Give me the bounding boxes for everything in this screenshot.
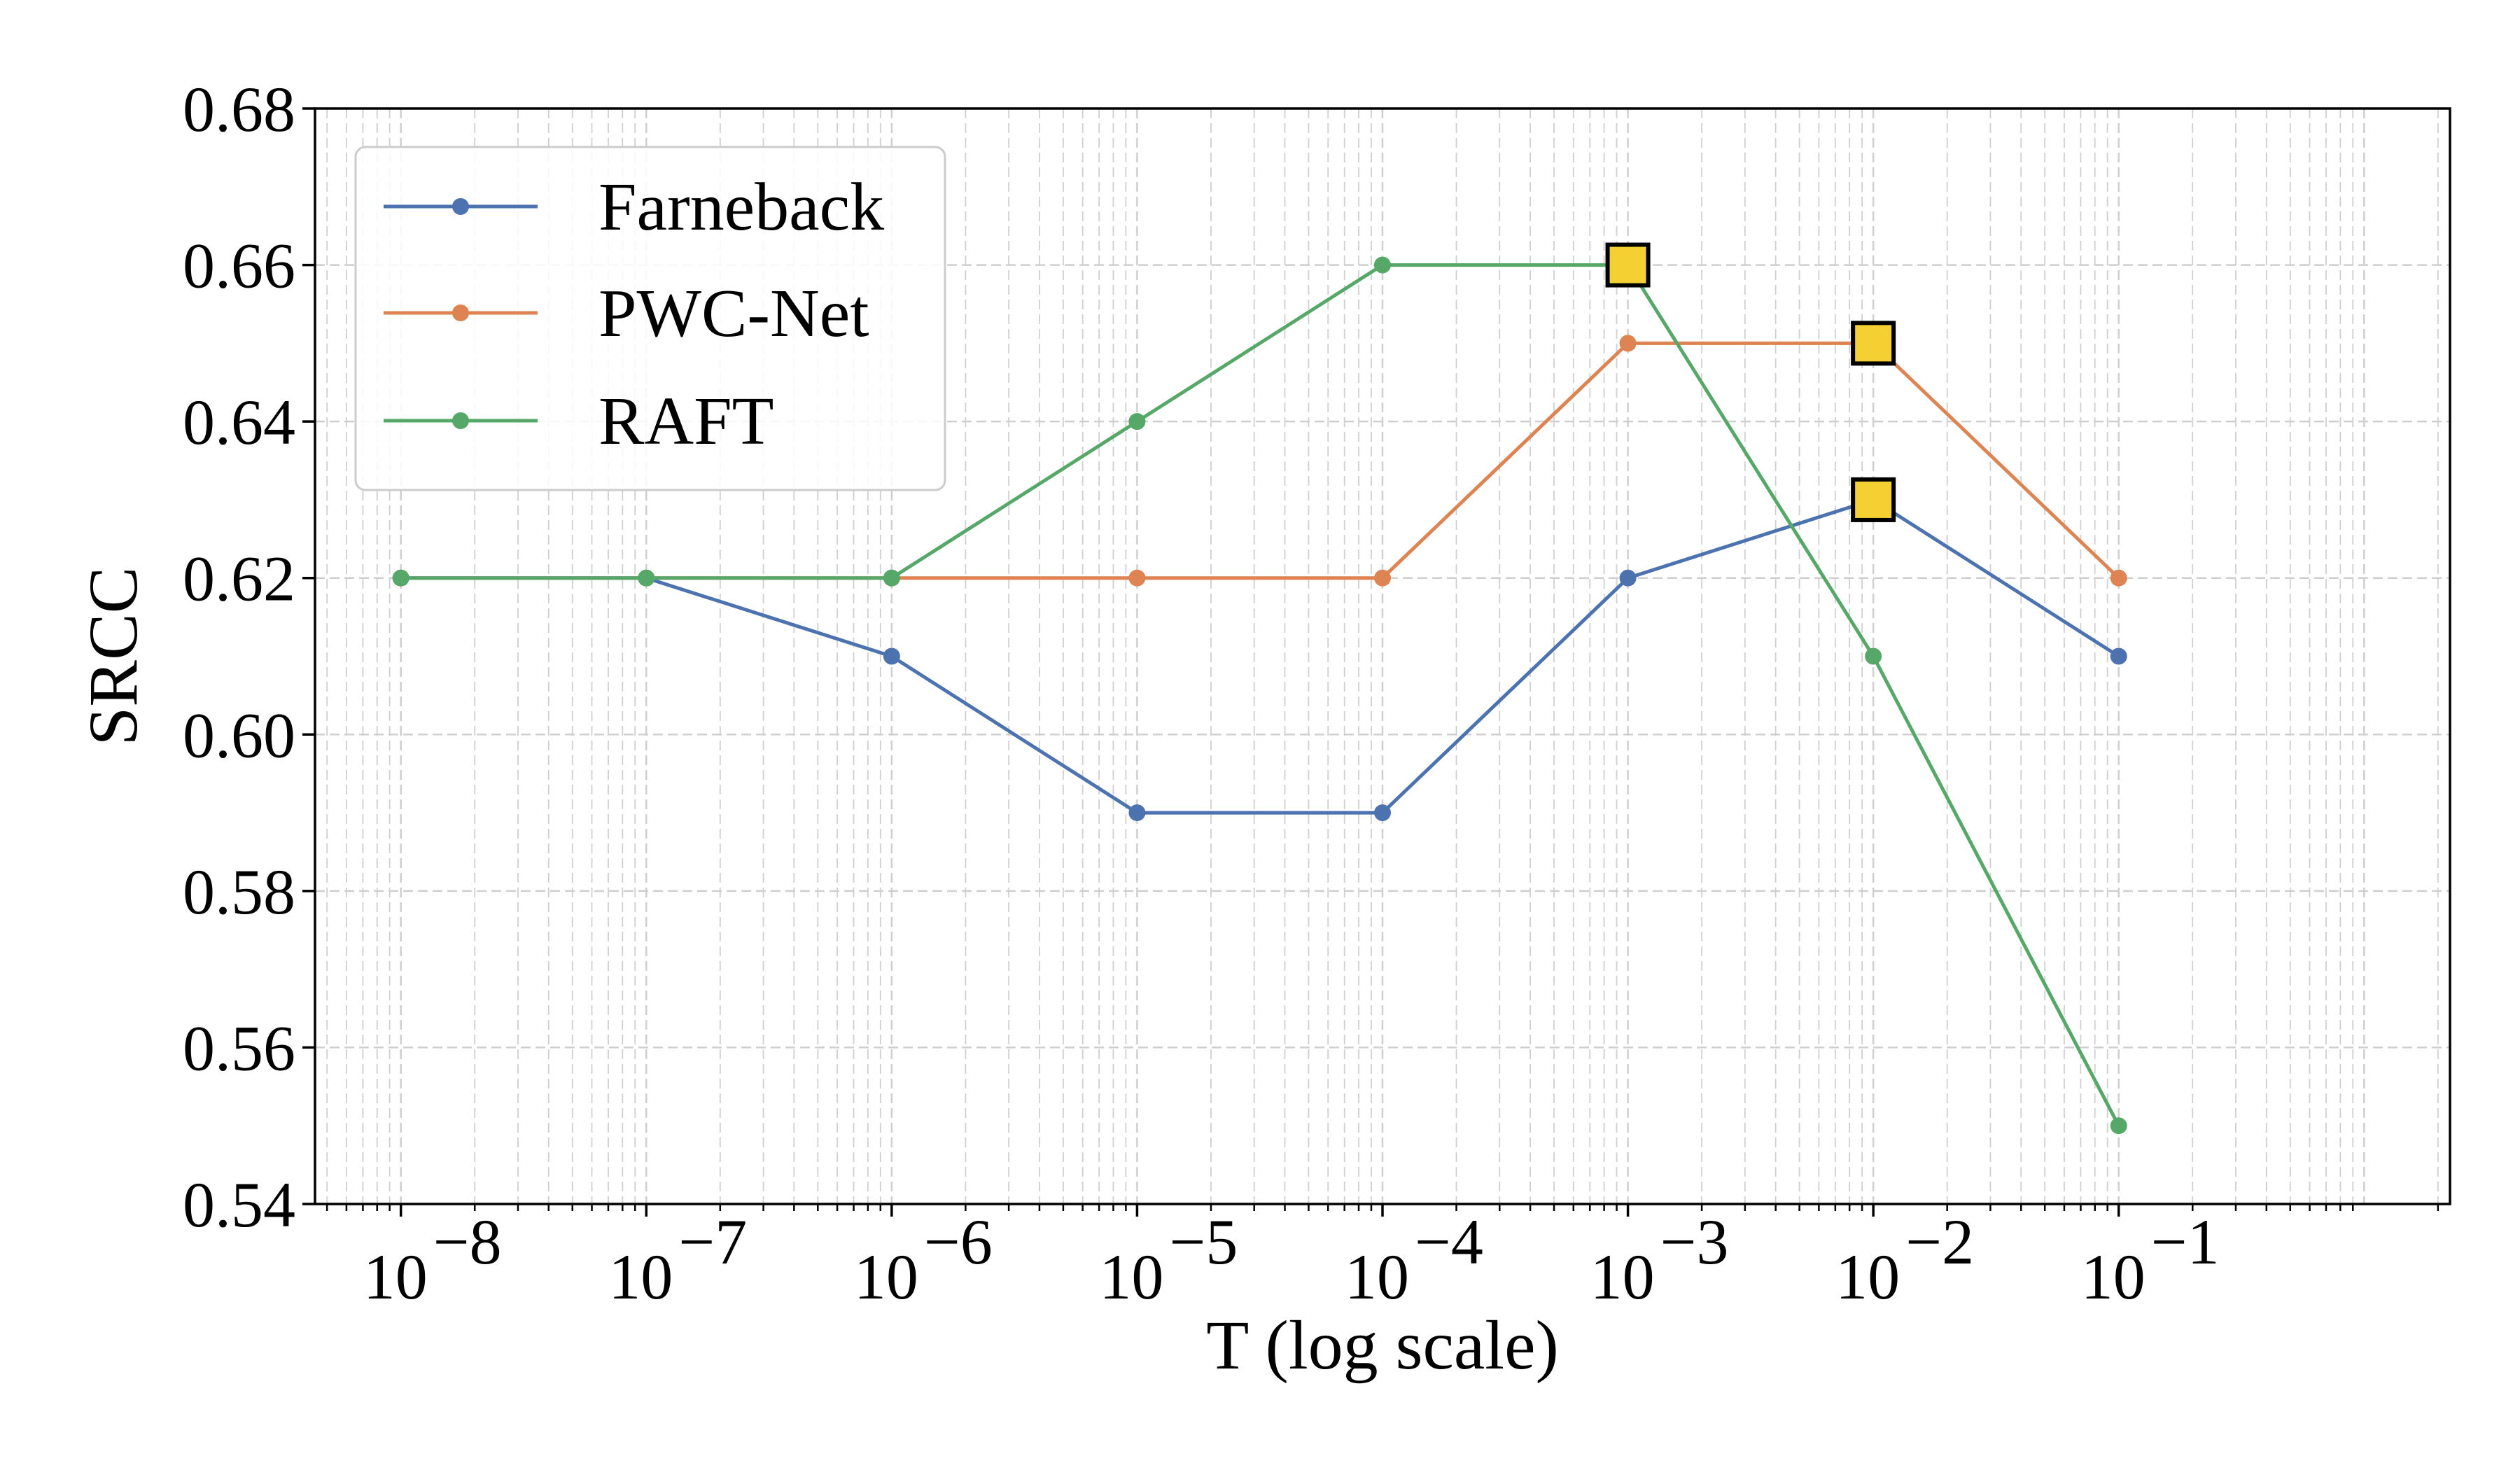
y-tick-label: 0.68 [183,74,295,145]
x-tick-exponent: −1 [2151,1206,2220,1278]
series-line-farneback [400,498,2120,815]
data-point-pwc-net [1619,335,1637,352]
legend-marker-pwc-net [452,304,469,321]
x-tick-exponent: −8 [433,1206,502,1278]
best-value-markers [1605,242,1896,522]
x-tick-exponent: −4 [1415,1206,1483,1278]
legend-marker-farneback [452,198,469,215]
data-point-farneback [2110,648,2127,665]
y-tick-label: 0.56 [183,1012,295,1084]
data-point-raft [883,569,900,587]
data-point-raft [638,569,655,587]
x-tick-exponent: −6 [924,1206,993,1278]
legend-label-pwc-net: PWC-Net [598,276,869,351]
x-tick-label: 10 [363,1241,428,1312]
data-point-farneback [1374,804,1391,822]
y-tick-label: 0.64 [183,386,295,458]
x-tick-label: 10 [1099,1241,1163,1312]
best-marker-farneback [1851,477,1896,522]
x-tick-label: 10 [1590,1241,1655,1312]
legend-box [354,146,946,491]
data-point-raft [1865,648,1882,665]
x-tick-label: 10 [1345,1241,1409,1312]
y-tick-label: 0.54 [183,1169,295,1240]
x-tick-exponent: −2 [1905,1206,1974,1278]
best-marker-pwc-net [1851,321,1896,366]
best-marker-raft [1605,242,1651,288]
x-tick-exponent: −3 [1660,1206,1729,1278]
x-tick-label: 10 [1835,1241,1900,1312]
series-lines [392,256,2127,1135]
y-tick-label: 0.58 [183,856,295,927]
data-point-raft [2110,1117,2127,1135]
x-tick-label: 10 [608,1241,673,1312]
data-point-raft [1128,413,1146,430]
legend: Farneback PWC-Net RAFT [354,146,946,491]
series-line-raft [400,263,2120,1127]
data-point-raft [1374,256,1391,274]
data-point-raft [392,569,410,587]
x-tick-exponent: −7 [678,1206,747,1278]
legend-marker-raft [452,412,469,429]
y-tick-label: 0.60 [183,699,295,771]
data-point-farneback [1128,804,1146,822]
x-axis-title: T (log scale) [1206,1306,1559,1384]
x-tick-label: 10 [854,1241,918,1312]
y-tick-label: 0.62 [183,543,295,615]
legend-label-farneback: Farneback [598,169,884,245]
legend-label-raft: RAFT [598,384,774,459]
x-tick-label: 10 [2081,1241,2146,1312]
x-tick-exponent: −5 [1169,1206,1238,1278]
y-axis-title: SRCC [74,567,152,746]
data-point-pwc-net [1128,569,1146,587]
data-point-pwc-net [2110,569,2127,587]
data-point-pwc-net [1374,569,1391,587]
data-point-farneback [1619,569,1637,587]
y-tick-label: 0.66 [183,230,295,302]
data-point-farneback [883,648,900,665]
